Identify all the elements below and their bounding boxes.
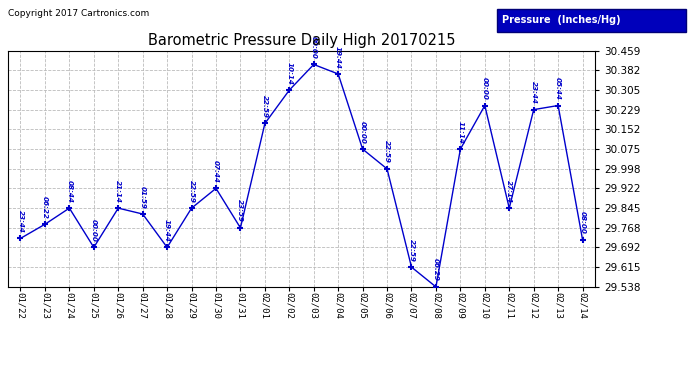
Text: 00:00: 00:00 bbox=[91, 219, 97, 242]
Title: Barometric Pressure Daily High 20170215: Barometric Pressure Daily High 20170215 bbox=[148, 33, 455, 48]
Text: 11:14: 11:14 bbox=[457, 121, 464, 144]
Text: 00:00: 00:00 bbox=[359, 121, 366, 144]
Text: 06:29: 06:29 bbox=[433, 258, 439, 281]
Text: Pressure  (Inches/Hg): Pressure (Inches/Hg) bbox=[502, 15, 620, 25]
Text: 27:14: 27:14 bbox=[506, 180, 512, 203]
Text: 19:44: 19:44 bbox=[335, 45, 341, 68]
Text: 21:14: 21:14 bbox=[115, 180, 121, 203]
Text: 23:44: 23:44 bbox=[17, 210, 23, 233]
Text: 01:59: 01:59 bbox=[139, 186, 146, 209]
Text: 22:59: 22:59 bbox=[384, 141, 390, 164]
Text: 23:59: 23:59 bbox=[237, 200, 244, 222]
Text: 06:22: 06:22 bbox=[42, 196, 48, 219]
Text: 05:44: 05:44 bbox=[555, 77, 561, 100]
Text: Copyright 2017 Cartronics.com: Copyright 2017 Cartronics.com bbox=[8, 9, 150, 18]
Text: 08:00: 08:00 bbox=[580, 211, 586, 234]
Text: 07:44: 07:44 bbox=[213, 160, 219, 183]
Text: 10:14: 10:14 bbox=[286, 62, 293, 85]
Text: 08:44: 08:44 bbox=[66, 180, 72, 203]
Text: 00:00: 00:00 bbox=[310, 36, 317, 59]
Text: 19:44: 19:44 bbox=[164, 219, 170, 242]
Text: 00:00: 00:00 bbox=[482, 77, 488, 100]
Text: 22:59: 22:59 bbox=[262, 95, 268, 118]
Text: 22:59: 22:59 bbox=[408, 239, 415, 262]
Text: 22:59: 22:59 bbox=[188, 180, 195, 203]
Text: 23:44: 23:44 bbox=[531, 81, 537, 104]
